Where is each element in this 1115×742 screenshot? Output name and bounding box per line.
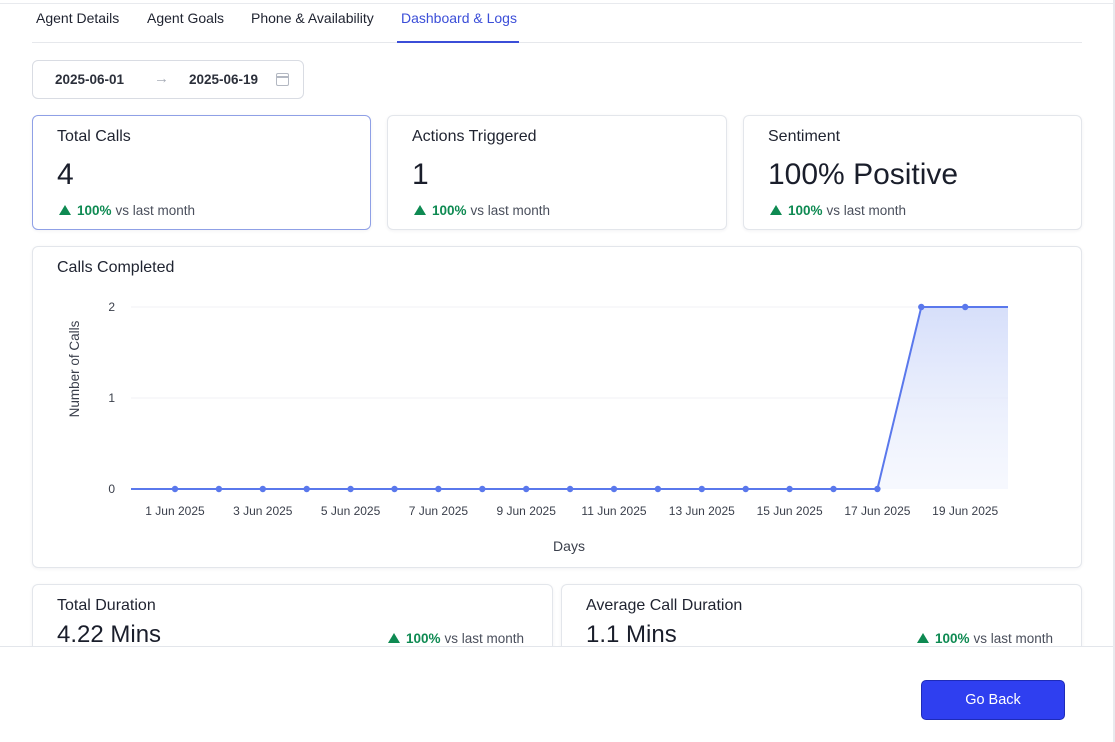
data-point[interactable] [303, 485, 310, 493]
data-point[interactable] [610, 485, 618, 493]
x-tick-label: 15 Jun 2025 [757, 504, 823, 518]
x-tick-label: 13 Jun 2025 [669, 504, 735, 518]
data-point[interactable] [435, 485, 442, 493]
data-point[interactable] [918, 303, 925, 311]
active-tab-indicator [397, 41, 519, 43]
total-duration-trend: 100% vs last month [388, 631, 524, 646]
x-tick-label: 1 Jun 2025 [145, 504, 205, 518]
y-axis-label: Number of Calls [67, 320, 82, 417]
avg-duration-title: Average Call Duration [586, 597, 743, 614]
trend-percent: 100% [935, 631, 970, 646]
data-point[interactable] [171, 485, 179, 493]
y-tick-label: 1 [108, 391, 115, 405]
sentiment-trend: 100% vs last month [770, 203, 906, 218]
trend-percent: 100% [77, 203, 112, 218]
data-point[interactable] [786, 485, 793, 493]
trend-up-icon [59, 205, 71, 215]
x-tick-label: 7 Jun 2025 [409, 504, 469, 518]
x-tick-label: 5 Jun 2025 [321, 504, 381, 518]
total-duration-title: Total Duration [57, 597, 156, 614]
calendar-icon[interactable] [276, 73, 289, 86]
x-tick-label: 19 Jun 2025 [932, 504, 998, 518]
trend-up-icon [770, 205, 782, 215]
total-calls-trend: 100% vs last month [59, 203, 195, 218]
total-duration-value: 4.22 Mins [57, 621, 162, 648]
total-calls-value: 4 [57, 158, 74, 191]
trend-compare: vs last month [444, 631, 525, 646]
actions-triggered-card[interactable]: Actions Triggered 1 100% vs last month [387, 115, 727, 230]
actions-triggered-trend: 100% vs last month [414, 203, 550, 218]
go-back-button[interactable]: Go Back [921, 680, 1065, 720]
x-axis-label: Days [553, 538, 585, 554]
series-area [131, 307, 1008, 489]
x-tick-label: 17 Jun 2025 [844, 504, 910, 518]
arrow-right-icon: → [154, 70, 169, 87]
scrollbar-edge [1113, 0, 1115, 742]
sentiment-value: 100% Positive [768, 158, 959, 191]
data-point[interactable] [654, 485, 662, 493]
data-point[interactable] [962, 303, 969, 311]
data-point[interactable] [259, 485, 266, 493]
chart-title: Calls Completed [57, 259, 175, 276]
avg-duration-trend: 100% vs last month [917, 631, 1053, 646]
data-point[interactable] [566, 485, 574, 493]
y-tick-label: 0 [108, 482, 115, 496]
data-point[interactable] [830, 485, 837, 493]
sentiment-card[interactable]: Sentiment 100% Positive 100% vs last mont… [743, 115, 1082, 230]
x-tick-label: 9 Jun 2025 [497, 504, 557, 518]
trend-up-icon [414, 205, 426, 215]
actions-triggered-value: 1 [412, 158, 429, 191]
trend-percent: 100% [406, 631, 441, 646]
data-point[interactable] [479, 485, 486, 493]
data-point[interactable] [698, 485, 705, 493]
actions-triggered-title: Actions Triggered [412, 128, 537, 145]
x-tick-label: 3 Jun 2025 [233, 504, 293, 518]
trend-compare: vs last month [826, 203, 907, 218]
sentiment-title: Sentiment [768, 128, 841, 145]
total-calls-card[interactable]: Total Calls 4 100% vs last month [32, 115, 371, 230]
tab-agent-goals[interactable]: Agent Goals [147, 10, 225, 26]
y-tick-label: 2 [108, 300, 115, 314]
start-date[interactable]: 2025-06-01 [55, 72, 125, 87]
trend-up-icon [388, 633, 400, 643]
tab-dashboard-logs[interactable]: Dashboard & Logs [401, 10, 517, 26]
data-point[interactable] [742, 485, 749, 493]
tab-agent-details[interactable]: Agent Details [36, 10, 120, 26]
avg-duration-value: 1.1 Mins [586, 621, 677, 648]
date-range-picker[interactable]: 2025-06-01 → 2025-06-19 [32, 60, 304, 99]
trend-compare: vs last month [973, 631, 1054, 646]
trend-up-icon [917, 633, 929, 643]
top-border [0, 0, 1115, 4]
trend-compare: vs last month [470, 203, 551, 218]
end-date[interactable]: 2025-06-19 [189, 72, 259, 87]
data-point[interactable] [215, 485, 223, 493]
data-point[interactable] [874, 485, 881, 493]
tab-bar: Agent Details Agent Goals Phone & Availa… [32, 0, 1082, 43]
x-tick-label: 11 Jun 2025 [581, 504, 646, 518]
trend-percent: 100% [432, 203, 467, 218]
calls-completed-card: Calls Completed 0 1 2 Number of Calls 1 Ju… [32, 246, 1082, 568]
tab-phone-availability[interactable]: Phone & Availability [251, 10, 374, 26]
trend-percent: 100% [788, 203, 823, 218]
total-calls-title: Total Calls [57, 128, 131, 145]
data-point[interactable] [523, 485, 530, 493]
calls-completed-chart: 0 1 2 Number of Calls 1 Jun 2025 3 Jun 2025… [67, 300, 1008, 554]
data-point[interactable] [347, 485, 354, 493]
footer-bar: Go Back [0, 646, 1115, 742]
trend-compare: vs last month [115, 203, 196, 218]
data-point[interactable] [391, 485, 398, 493]
